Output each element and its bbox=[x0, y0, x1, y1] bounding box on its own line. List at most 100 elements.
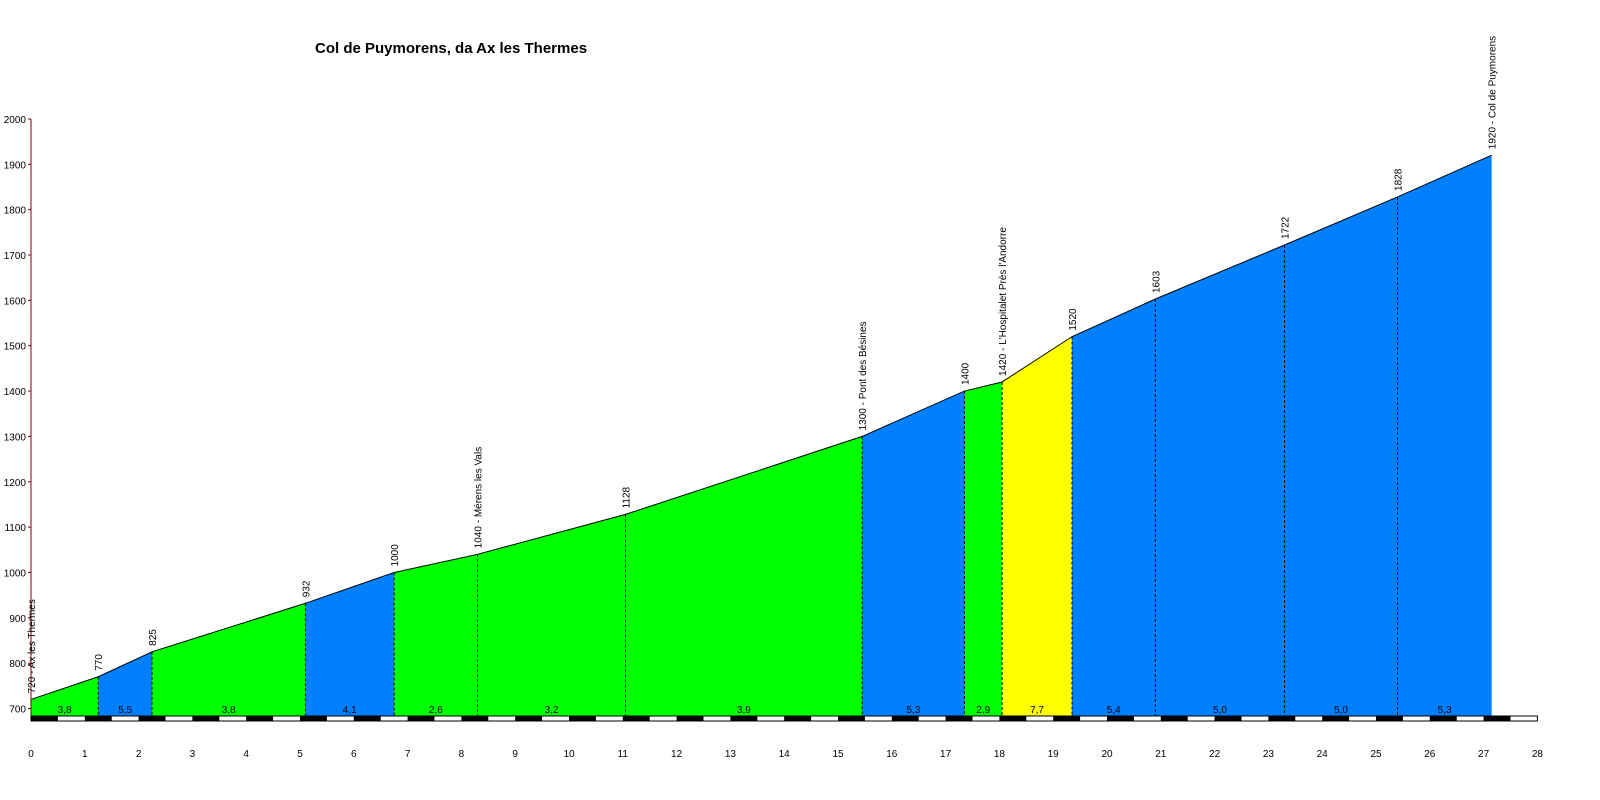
profile-segment bbox=[31, 676, 99, 716]
profile-segment bbox=[625, 436, 863, 716]
point-label: 1300 - Pont des Bésines bbox=[858, 321, 869, 430]
x-tick-label: 16 bbox=[886, 749, 898, 760]
scale-bar-block bbox=[407, 716, 435, 721]
y-tick-label: 900 bbox=[9, 614, 26, 625]
x-tick-label: 17 bbox=[940, 749, 952, 760]
x-axis-ticks: 0 1 2 3 4 5 6 7 8 9 10 11 12 13 14 15 16 17 18 19 20 21 22 23 24… bbox=[28, 749, 1543, 760]
scale-bar-block bbox=[784, 716, 812, 721]
y-tick-label: 1900 bbox=[4, 160, 27, 171]
scale-bar-block bbox=[1429, 716, 1457, 721]
profile-segment bbox=[394, 554, 478, 716]
scale-bar-block bbox=[246, 716, 274, 721]
profile-segment bbox=[1155, 245, 1285, 716]
scale-bar-block bbox=[84, 716, 112, 721]
segment-dividers bbox=[97, 196, 1399, 716]
scale-bar-block bbox=[891, 716, 919, 721]
y-axis-ticks: 700 800 900 1000 1100 1200 1300 1400 1500 1600 170… bbox=[4, 115, 31, 716]
km-scale-bar bbox=[30, 715, 1538, 722]
scale-bar-block bbox=[1214, 716, 1242, 721]
point-label: 720 - Ax les Thermes bbox=[27, 599, 38, 693]
scale-bar-block bbox=[138, 716, 166, 721]
y-tick-label: 1100 bbox=[4, 523, 26, 534]
x-tick-label: 8 bbox=[459, 749, 465, 760]
point-labels: 720 - Ax les Thermes 770 825 932 1000 1040 - … bbox=[27, 36, 1499, 694]
x-tick-label: 15 bbox=[832, 749, 844, 760]
gradient-label: 5,0 bbox=[1213, 705, 1227, 716]
scale-bar-block bbox=[1268, 716, 1296, 721]
scale-bar-block bbox=[461, 716, 489, 721]
y-tick-label: 700 bbox=[9, 705, 26, 716]
scale-bar-block bbox=[569, 716, 596, 721]
scale-bar-block bbox=[945, 716, 973, 721]
scale-bar-block bbox=[1376, 716, 1403, 721]
scale-bar-block bbox=[676, 716, 704, 721]
gradient-label: 2,9 bbox=[976, 705, 990, 716]
x-tick-label: 2 bbox=[136, 749, 142, 760]
point-label: 1828 bbox=[1394, 168, 1405, 191]
point-label: 1000 bbox=[390, 544, 401, 567]
x-tick-label: 25 bbox=[1370, 749, 1382, 760]
point-label: 770 bbox=[94, 654, 105, 671]
x-tick-label: 18 bbox=[994, 749, 1006, 760]
x-tick-label: 7 bbox=[405, 749, 411, 760]
gradient-label: 7,7 bbox=[1030, 705, 1044, 716]
scale-bar-block bbox=[353, 716, 381, 721]
chart-title: Col de Puymorens, da Ax les Thermes bbox=[315, 40, 587, 57]
profile-areas bbox=[31, 155, 1492, 717]
x-tick-label: 23 bbox=[1263, 749, 1275, 760]
x-tick-label: 28 bbox=[1532, 749, 1544, 760]
y-tick-label: 800 bbox=[9, 659, 26, 670]
gradient-label: 3,9 bbox=[737, 705, 751, 716]
profile-segment bbox=[1002, 336, 1073, 716]
x-tick-label: 20 bbox=[1101, 749, 1113, 760]
gradient-label: 3,8 bbox=[58, 705, 72, 716]
profile-segment bbox=[1072, 298, 1156, 716]
x-tick-label: 0 bbox=[28, 749, 34, 760]
x-tick-label: 24 bbox=[1317, 749, 1329, 760]
scale-bar-block bbox=[1053, 716, 1081, 721]
profile-segment bbox=[1397, 155, 1492, 717]
profile-line bbox=[30, 154, 1492, 700]
scale-bar-block bbox=[622, 716, 650, 721]
gradient-label: 3,8 bbox=[222, 705, 236, 716]
x-tick-label: 1 bbox=[82, 749, 88, 760]
x-tick-label: 22 bbox=[1209, 749, 1221, 760]
y-tick-label: 1600 bbox=[4, 296, 27, 307]
y-tick-label: 1300 bbox=[4, 432, 27, 443]
profile-segment bbox=[305, 572, 395, 716]
gradient-label: 5,3 bbox=[1438, 705, 1452, 716]
point-label: 1520 bbox=[1068, 308, 1079, 331]
point-label: 1603 bbox=[1151, 270, 1162, 293]
scale-bar-block bbox=[838, 716, 865, 721]
profile-outline bbox=[30, 154, 1492, 700]
scale-bar-block bbox=[1107, 716, 1134, 721]
gradient-label: 5,0 bbox=[1334, 705, 1348, 716]
x-tick-label: 10 bbox=[563, 749, 575, 760]
gradient-label: 4,1 bbox=[343, 705, 357, 716]
y-tick-label: 1800 bbox=[4, 206, 27, 217]
scale-bar-block bbox=[1483, 716, 1511, 721]
scale-bar-block bbox=[515, 716, 543, 721]
x-tick-label: 27 bbox=[1478, 749, 1490, 760]
profile-segment bbox=[477, 514, 626, 716]
gradient-label: 2,6 bbox=[429, 705, 443, 716]
x-tick-label: 4 bbox=[243, 749, 249, 760]
x-tick-label: 14 bbox=[779, 749, 791, 760]
scale-bar-block bbox=[31, 716, 58, 721]
point-label: 1128 bbox=[621, 486, 632, 508]
profile-segment bbox=[862, 391, 965, 716]
x-tick-label: 21 bbox=[1155, 749, 1167, 760]
profile-segment bbox=[98, 651, 153, 716]
scale-bar-block bbox=[1322, 716, 1350, 721]
x-tick-label: 26 bbox=[1424, 749, 1436, 760]
scale-bar-block bbox=[999, 716, 1027, 721]
x-tick-label: 12 bbox=[671, 749, 683, 760]
y-tick-label: 2000 bbox=[4, 115, 27, 126]
y-tick-label: 1200 bbox=[4, 478, 27, 489]
y-tick-label: 1500 bbox=[4, 342, 27, 353]
point-label: 932 bbox=[301, 580, 312, 597]
y-tick-label: 1400 bbox=[4, 387, 27, 398]
scale-bar-block bbox=[192, 716, 220, 721]
profile-segment bbox=[964, 381, 1003, 716]
x-tick-label: 19 bbox=[1048, 749, 1060, 760]
